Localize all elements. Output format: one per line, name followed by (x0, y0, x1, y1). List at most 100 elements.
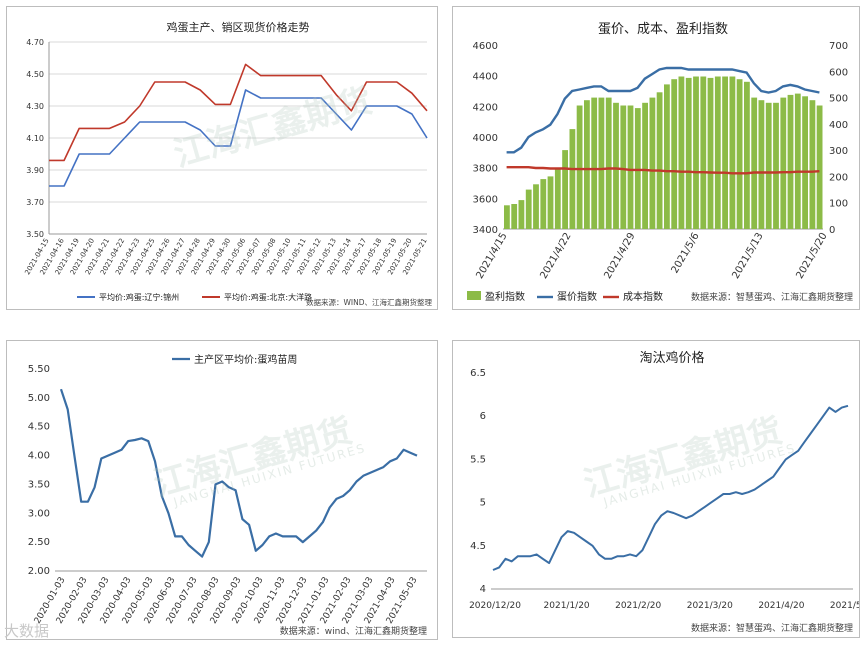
source-note: 数据来源：wind、江海汇鑫期货整理 (280, 625, 427, 637)
y-right-tick-label: 600 (829, 67, 848, 78)
profit-index-bar (569, 129, 576, 229)
y-left-tick-label: 4000 (473, 133, 498, 144)
culled-hen-price-line (492, 404, 849, 571)
profit-index-bar (562, 150, 568, 229)
profit-index-bar (591, 97, 598, 229)
y-tick-label: 5 (480, 498, 486, 509)
chart-panel-price-cost-profit: 蛋价、成本、盈利指数 3400 3600 3800 4000 4200 4400 4600 0 1… (452, 6, 860, 310)
profit-index-bar (714, 76, 721, 229)
y-left-tick-label: 4200 (473, 102, 498, 113)
x-tick-label: 2020/12/20 (469, 601, 521, 611)
y-right-tick-label: 100 (829, 199, 848, 210)
y-tick-label: 5.50 (28, 364, 50, 375)
profit-index-bar (605, 97, 612, 229)
profit-index-bar (685, 77, 692, 230)
y-tick-label: 4.50 (28, 422, 50, 433)
chick-price-chart: 主产区平均价:蛋鸡苗周 2.00 2.50 3.00 3.50 4.00 4.50 5.00 5… (28, 353, 427, 637)
legend-label: 平均价:鸡蛋:北京:大洋路 (224, 292, 312, 302)
chart-title: 淘汰鸡价格 (639, 350, 704, 366)
legend-label: 盈利指数 (485, 290, 525, 303)
x-tick-label: 2021/5/20 (794, 231, 829, 281)
y-tick-label: 5.00 (28, 393, 50, 404)
profit-index-bar (802, 96, 808, 229)
source-note: 数据来源：智慧蛋鸡、江海汇鑫期货整理 (691, 622, 853, 634)
y-tick-label: 4.30 (26, 102, 44, 111)
profit-index-bar (511, 204, 518, 229)
profit-index-bar (664, 84, 670, 230)
profit-index-bar (700, 76, 707, 229)
profit-index-bar (554, 168, 561, 229)
x-tick-label: 2021/3/20 (687, 601, 733, 611)
x-tick-label: 2021/4/15 (474, 231, 509, 281)
y-right-tick-label: 0 (829, 225, 835, 236)
y-tick-label: 5.5 (470, 454, 486, 465)
source-note: 数据来源：智慧蛋鸡、江海汇鑫期货整理 (691, 291, 853, 303)
profit-index-bar (620, 105, 627, 229)
y-right-tick-label: 200 (829, 172, 848, 183)
y-tick-label: 4.70 (26, 38, 44, 47)
cost-index-line (506, 165, 820, 175)
y-tick-label: 4.00 (28, 451, 50, 462)
profit-index-bar (598, 97, 605, 229)
corner-watermark-text: 大数据 (4, 622, 50, 640)
y-left-tick-label: 3600 (473, 194, 498, 205)
chart-panel-culled-hen-price: 淘汰鸡价格 4 4.5 5 5.5 6 6.5 2020/12/20 2021/1/20 2021… (452, 340, 860, 638)
profit-index-bar (707, 77, 714, 230)
y-tick-label: 2.50 (28, 537, 50, 548)
profit-index-bar (613, 102, 619, 229)
legend-swatch (467, 291, 481, 300)
profit-index-bar (744, 81, 750, 229)
profit-index-bar (722, 76, 728, 229)
chart-panel-spot-price: 鸡蛋主产、销区现货价格走势 3.50 3.70 3.90 4.10 4.30 4.50 4.7… (6, 6, 438, 310)
profit-index-bar (642, 102, 648, 229)
x-tick-label: 2021/1/20 (544, 601, 590, 611)
x-tick-label: 2021/4/29 (602, 231, 637, 281)
y-tick-label: 4 (480, 584, 486, 595)
y-left-tick-label: 3800 (473, 164, 498, 175)
y-right-tick-label: 500 (829, 94, 848, 105)
profit-index-bar (751, 97, 758, 229)
chart-title: 蛋价、成本、盈利指数 (598, 22, 728, 37)
legend-label: 蛋价指数 (557, 290, 597, 303)
y-tick-label: 2.00 (28, 566, 50, 577)
x-tick-label: 2021/5/13 (730, 231, 765, 281)
profit-index-bar (787, 94, 794, 230)
profit-index-bar (627, 105, 634, 229)
x-tick-label: 2021/4/22 (538, 231, 573, 281)
y-right-tick-label: 700 (829, 41, 848, 52)
chart-panel-chick-price: 主产区平均价:蛋鸡苗周 2.00 2.50 3.00 3.50 4.00 4.50 5.00 5… (6, 340, 438, 640)
spot-price-chart: 鸡蛋主产、销区现货价格走势 3.50 3.70 3.90 4.10 4.30 4.50 4.7… (23, 20, 432, 307)
y-tick-label: 4.50 (26, 70, 44, 79)
profit-index-bar (758, 100, 765, 229)
profit-index-bar (736, 79, 743, 229)
culled-hen-price-chart: 淘汰鸡价格 4 4.5 5 5.5 6 6.5 2020/12/20 2021/1/20 2021… (469, 350, 860, 634)
profit-index-bar (504, 205, 510, 229)
y-tick-label: 6 (480, 411, 486, 422)
y-tick-label: 3.50 (26, 230, 44, 239)
profit-index-bar (656, 92, 663, 229)
profit-index-bar (671, 79, 678, 229)
chart-title: 鸡蛋主产、销区现货价格走势 (167, 20, 310, 34)
profit-index-bar (576, 105, 583, 229)
corner-watermark: 大数据 (4, 620, 49, 641)
egg-price-index-line (506, 66, 820, 154)
legend-label: 主产区平均价:蛋鸡苗周 (194, 353, 297, 366)
profit-index-bar (678, 76, 685, 229)
profit-index-bar (729, 76, 736, 229)
y-tick-label: 4.5 (470, 541, 486, 552)
y-left-tick-label: 3400 (473, 225, 498, 236)
y-left-tick-label: 4400 (473, 72, 498, 83)
chick-price-line (59, 388, 418, 558)
profit-index-bar (533, 184, 539, 229)
x-tick-label: 2021/4/20 (758, 601, 804, 611)
profit-index-bar (809, 100, 816, 229)
x-tick-label: 2021/5/20 (830, 601, 860, 611)
profit-index-bar (773, 102, 779, 229)
y-tick-label: 6.5 (470, 368, 486, 379)
legend-label: 成本指数 (623, 290, 663, 303)
profit-index-bar (780, 97, 787, 229)
y-tick-label: 3.70 (26, 198, 44, 207)
profit-index-bar (584, 100, 590, 229)
profit-index-bar (794, 93, 801, 229)
y-right-tick-label: 400 (829, 120, 848, 131)
